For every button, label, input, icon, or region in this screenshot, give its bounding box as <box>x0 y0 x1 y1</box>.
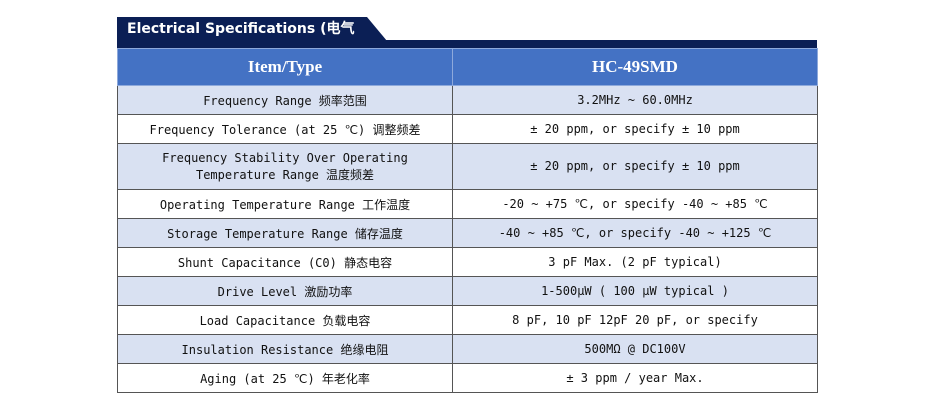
table-header: Item/Type HC-49SMD <box>117 48 818 86</box>
value-cell: 3 pF Max. (2 pF typical) <box>452 247 818 277</box>
table-row: Drive Level 激励功率 1-500μW ( 100 μW typical… <box>117 276 818 306</box>
title-bar-divider <box>117 40 817 48</box>
header-item: Item/Type <box>117 48 453 86</box>
item-cell: Aging (at 25 ℃) 年老化率 <box>117 363 453 393</box>
value-cell: 500MΩ @ DC100V <box>452 334 818 364</box>
value-cell: ± 20 ppm, or specify ± 10 ppm <box>452 143 818 190</box>
value-cell: ± 3 ppm / year Max. <box>452 363 818 393</box>
value-cell: -20 ~ +75 ℃, or specify -40 ~ +85 ℃ <box>452 189 818 219</box>
value-cell: -40 ~ +85 ℃, or specify -40 ~ +125 ℃ <box>452 218 818 248</box>
table-row: Load Capacitance 负载电容 8 pF, 10 pF 12pF 20… <box>117 305 818 335</box>
item-cell: Frequency Stability Over Operating Tempe… <box>117 143 453 190</box>
section-title: Electrical Specifications (电气参数) <box>117 17 387 61</box>
specs-table: Item/Type HC-49SMD Frequency Range 频率范围 3… <box>117 48 818 393</box>
value-cell: 1-500μW ( 100 μW typical ) <box>452 276 818 306</box>
item-cell: Load Capacitance 负载电容 <box>117 305 453 335</box>
item-cell: Frequency Range 频率范围 <box>117 85 453 115</box>
table-row: Frequency Tolerance (at 25 ℃) 调整频差 ± 20 p… <box>117 114 818 144</box>
table-row: Shunt Capacitance (C0) 静态电容 3 pF Max. (2 … <box>117 247 818 277</box>
table-row: Insulation Resistance 绝缘电阻 500MΩ @ DC100V <box>117 334 818 364</box>
header-type: HC-49SMD <box>452 48 818 86</box>
value-cell: 3.2MHz ~ 60.0MHz <box>452 85 818 115</box>
item-cell: Frequency Tolerance (at 25 ℃) 调整频差 <box>117 114 453 144</box>
value-cell: 8 pF, 10 pF 12pF 20 pF, or specify <box>452 305 818 335</box>
item-cell: Insulation Resistance 绝缘电阻 <box>117 334 453 364</box>
table-row: Operating Temperature Range 工作温度 -20 ~ +7… <box>117 189 818 219</box>
table-row: Frequency Stability Over Operating Tempe… <box>117 143 818 190</box>
item-cell: Drive Level 激励功率 <box>117 276 453 306</box>
table-row: Frequency Range 频率范围 3.2MHz ~ 60.0MHz <box>117 85 818 115</box>
item-cell: Shunt Capacitance (C0) 静态电容 <box>117 247 453 277</box>
item-cell: Operating Temperature Range 工作温度 <box>117 189 453 219</box>
value-cell: ± 20 ppm, or specify ± 10 ppm <box>452 114 818 144</box>
table-row: Storage Temperature Range 储存温度 -40 ~ +85 … <box>117 218 818 248</box>
table-row: Aging (at 25 ℃) 年老化率 ± 3 ppm / year Max. <box>117 363 818 393</box>
item-cell: Storage Temperature Range 储存温度 <box>117 218 453 248</box>
